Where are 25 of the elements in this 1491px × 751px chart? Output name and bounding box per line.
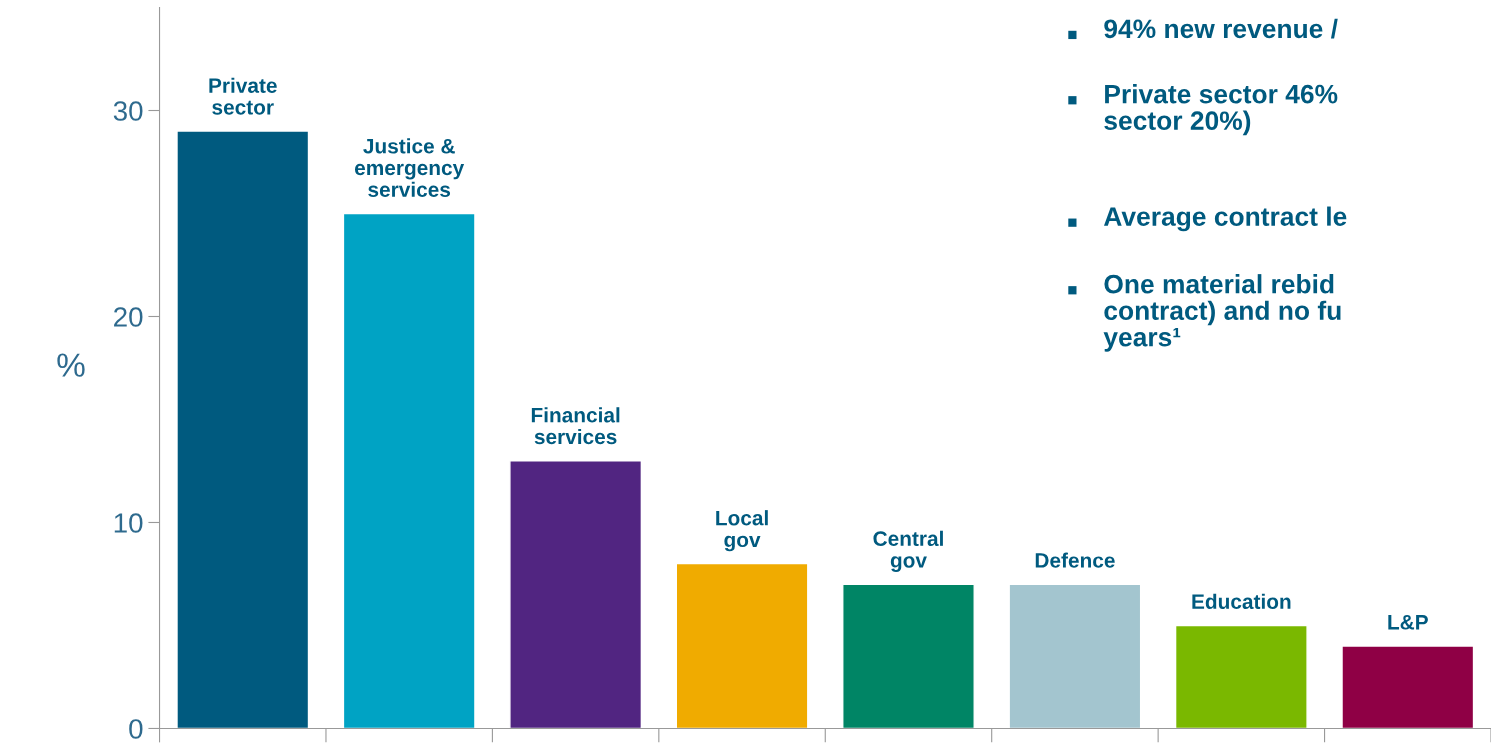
- annotation: Private sector 46% sector 20%): [1104, 84, 1338, 136]
- x-tick-label: L&P: [1388, 614, 1428, 630]
- x-tick-label: Central gov: [873, 530, 943, 572]
- bar: [842, 583, 975, 729]
- annotation: 94% new revenue /: [1104, 18, 1338, 39]
- x-tick-label: Education: [1192, 593, 1291, 609]
- annotation: Average contract le: [1104, 206, 1347, 232]
- y-axis-title: %: [57, 353, 85, 377]
- bar: [675, 562, 809, 729]
- annotation: One material rebid contract) and no fu years¹: [1103, 274, 1341, 352]
- x-tick-label: Justice & emergency services: [355, 138, 465, 198]
- y-tick-label: 0: [129, 719, 143, 739]
- x-tick-label: Local gov: [716, 510, 768, 552]
- y-tick-label: 10: [114, 513, 143, 533]
- bar: [342, 212, 476, 729]
- bar: [1341, 645, 1475, 729]
- bar: [509, 459, 643, 729]
- x-tick-label: Defence: [1035, 552, 1115, 568]
- y-tick-label: 30: [113, 101, 143, 121]
- bar: [1008, 583, 1142, 729]
- y-tick-label: 20: [114, 307, 143, 327]
- x-tick-label: Private sector: [209, 77, 277, 115]
- bar: [1174, 624, 1308, 729]
- bar: [176, 130, 310, 729]
- x-tick-label: Financial services: [531, 407, 620, 445]
